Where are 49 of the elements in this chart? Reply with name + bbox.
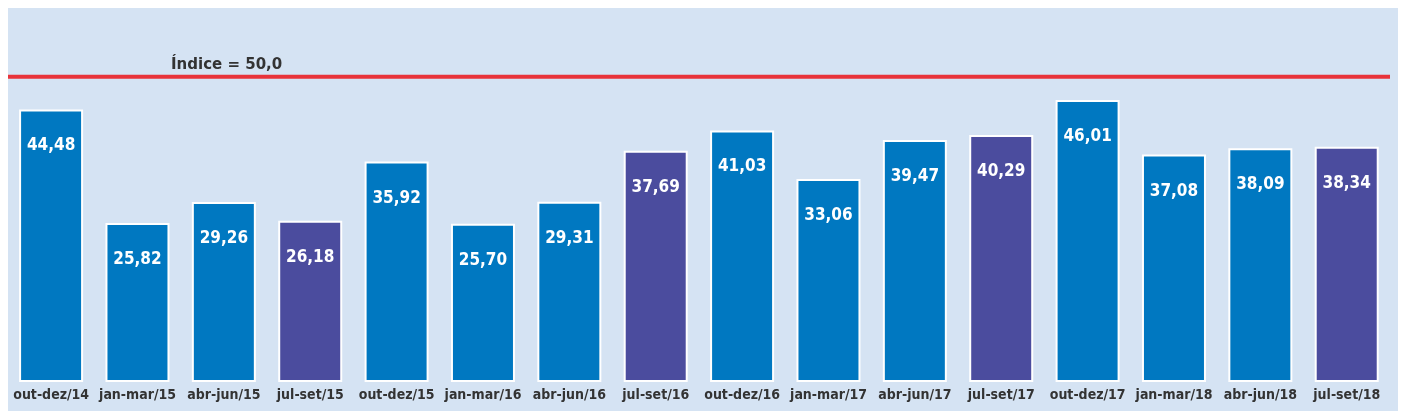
bar — [623, 150, 688, 382]
bar — [450, 223, 515, 382]
x-tick-label: abr-jun/15 — [187, 385, 261, 402]
bar — [969, 134, 1034, 382]
x-tick-label: jan-mar/18 — [1134, 385, 1213, 402]
bar — [105, 222, 170, 382]
data-label: 38,34 — [1322, 171, 1371, 192]
x-tick-label: out-dez/16 — [704, 385, 781, 402]
x-tick-label: abr-jun/18 — [1223, 385, 1298, 402]
bar — [278, 220, 343, 382]
data-label: 25,82 — [113, 248, 162, 268]
data-label: 25,70 — [458, 248, 508, 269]
x-tick-label: jan-mar/15 — [98, 385, 177, 402]
data-label: 46,01 — [1063, 125, 1112, 146]
ref-line-label: Índice = 50,0 — [171, 53, 283, 73]
bar — [796, 178, 861, 382]
x-tick-label: abr-jun/16 — [532, 385, 607, 402]
data-label: 29,26 — [199, 227, 249, 248]
data-label: 39,47 — [890, 164, 940, 185]
data-label: 40,29 — [977, 159, 1026, 180]
data-label: 37,69 — [631, 175, 680, 196]
data-label: 26,18 — [286, 245, 335, 266]
x-tick-label: jul-set/17 — [966, 385, 1035, 402]
x-tick-label: jan-mar/16 — [443, 385, 522, 402]
data-label: 29,31 — [545, 226, 594, 247]
bar — [1314, 146, 1379, 382]
data-label: 44,48 — [26, 134, 76, 155]
x-tick-label: out-dez/15 — [358, 385, 435, 402]
x-tick-label: jul-set/16 — [621, 385, 690, 402]
bar — [19, 109, 84, 382]
bar — [537, 201, 602, 382]
x-tick-label: out-dez/17 — [1049, 385, 1126, 402]
x-tick-label: jul-set/18 — [1312, 385, 1381, 402]
x-tick-label: jul-set/15 — [275, 385, 344, 402]
data-label: 37,08 — [1149, 179, 1199, 200]
bar — [882, 139, 947, 382]
data-label: 41,03 — [717, 155, 767, 176]
bar — [710, 130, 775, 382]
bar — [364, 161, 429, 382]
x-tick-label: out-dez/14 — [13, 385, 90, 402]
bar — [1141, 154, 1206, 382]
x-tick-label: abr-jun/17 — [878, 385, 952, 402]
bar — [1228, 148, 1293, 382]
data-label: 38,09 — [1236, 173, 1285, 194]
bar — [1055, 100, 1120, 382]
x-tick-label: jan-mar/17 — [789, 385, 868, 402]
data-label: 33,06 — [804, 203, 853, 224]
bar — [191, 202, 256, 382]
data-label: 35,92 — [372, 186, 421, 207]
